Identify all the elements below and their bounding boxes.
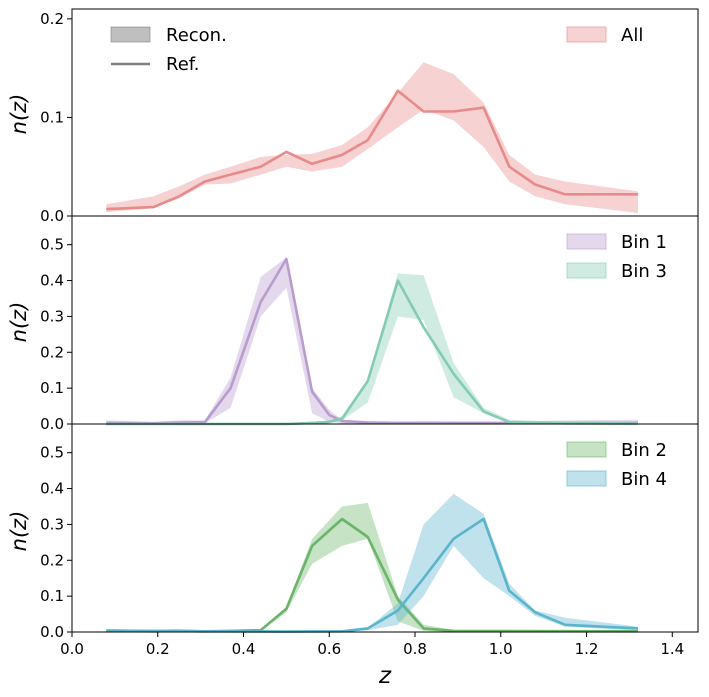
band-all bbox=[106, 62, 639, 214]
x-tick-label: 0.0 bbox=[60, 640, 84, 658]
panel-1: 0.0 0.1 0.2 0.3 0.4 0.5 Bin 1 Bin 3 bbox=[40, 215, 699, 433]
legend-swatch-bin-4 bbox=[566, 470, 607, 487]
ylabel-middle: n(z) bbox=[7, 302, 31, 343]
y-tick-label: 0.3 bbox=[40, 515, 64, 533]
legend-label-bin-2: Bin 2 bbox=[621, 440, 667, 461]
ylabel-top: n(z) bbox=[7, 94, 31, 135]
band-bin-2 bbox=[106, 502, 639, 632]
band-bin-1 bbox=[106, 257, 639, 424]
x-tick-label: 1.0 bbox=[489, 640, 513, 658]
y-tick-label: 0.2 bbox=[40, 551, 64, 569]
ref-line-bin-1 bbox=[106, 257, 638, 425]
legend-swatch-recon bbox=[110, 26, 151, 43]
band-bin-3 bbox=[106, 273, 639, 424]
x-tick-label: 0.6 bbox=[317, 640, 341, 658]
ref-line-all bbox=[106, 89, 638, 211]
y-tick-label: 0.0 bbox=[40, 415, 64, 433]
y-tick-label: 0.0 bbox=[40, 207, 64, 225]
panel-2: 0.0 0.1 0.2 0.3 0.4 0.5 Bin 2 Bin 4 0.0 0.2 0.4 0.6… bbox=[40, 423, 699, 658]
xlabel: z bbox=[378, 663, 392, 689]
legend-label-all: All bbox=[621, 25, 643, 46]
x-tick-label: 0.4 bbox=[232, 640, 256, 658]
ylabel-bottom: n(z) bbox=[7, 511, 31, 552]
legend-swatch-bin-2 bbox=[566, 441, 607, 458]
legend-label-recon: Recon. bbox=[166, 25, 227, 46]
legend-label-ref: Ref. bbox=[166, 54, 200, 75]
y-tick-label: 0.5 bbox=[40, 236, 64, 254]
legend-label-bin-3: Bin 3 bbox=[621, 261, 667, 282]
x-tick-label: 0.2 bbox=[146, 640, 170, 658]
legend-swatch-bin-1 bbox=[566, 233, 607, 250]
y-tick-label: 0.2 bbox=[40, 343, 64, 361]
legend-label-bin-1: Bin 1 bbox=[621, 232, 667, 253]
y-tick-label: 0.3 bbox=[40, 307, 64, 325]
y-tick-label: 0.2 bbox=[40, 10, 64, 28]
y-tick-label: 0.1 bbox=[40, 108, 64, 126]
x-tick-label: 1.2 bbox=[575, 640, 599, 658]
y-tick-label: 0.4 bbox=[40, 480, 64, 498]
legend-swatch-all bbox=[566, 26, 607, 43]
legend-label-bin-4: Bin 4 bbox=[621, 469, 667, 490]
axes-frame-2 bbox=[71, 423, 699, 633]
y-tick-label: 0.0 bbox=[40, 623, 64, 641]
y-tick-label: 0.1 bbox=[40, 379, 64, 397]
y-tick-label: 0.5 bbox=[40, 444, 64, 462]
x-tick-label: 0.8 bbox=[403, 640, 427, 658]
panel-0: 0.0 0.1 0.2 All Recon. Ref. bbox=[40, 8, 699, 225]
x-tick-label: 1.4 bbox=[660, 640, 684, 658]
band-bin-4 bbox=[106, 493, 639, 632]
ref-line-bin-3 bbox=[106, 279, 639, 426]
y-tick-label: 0.1 bbox=[40, 587, 64, 605]
y-tick-label: 0.4 bbox=[40, 272, 64, 290]
legend-swatch-bin-3 bbox=[566, 262, 607, 279]
